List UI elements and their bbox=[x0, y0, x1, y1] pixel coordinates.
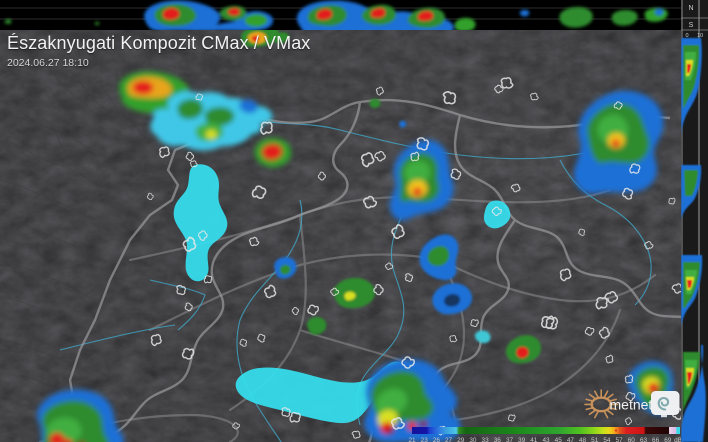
svg-text:21: 21 bbox=[408, 437, 416, 442]
svg-text:43: 43 bbox=[542, 437, 550, 442]
svg-text:54: 54 bbox=[603, 437, 611, 442]
svg-text:45: 45 bbox=[555, 437, 563, 442]
svg-text:33: 33 bbox=[482, 437, 490, 442]
svg-text:29: 29 bbox=[457, 437, 465, 442]
svg-text:66: 66 bbox=[652, 437, 660, 442]
svg-text:47: 47 bbox=[567, 437, 575, 442]
svg-text:S: S bbox=[689, 22, 694, 29]
svg-text:69: 69 bbox=[664, 437, 672, 442]
svg-text:41: 41 bbox=[530, 437, 538, 442]
svg-text:27: 27 bbox=[445, 437, 453, 442]
svg-text:39: 39 bbox=[518, 437, 526, 442]
svg-text:metnet: metnet bbox=[610, 397, 653, 413]
svg-text:N: N bbox=[688, 5, 693, 12]
svg-text:60: 60 bbox=[628, 437, 636, 442]
svg-text:63: 63 bbox=[640, 437, 648, 442]
svg-text:57: 57 bbox=[616, 437, 624, 442]
svg-text:37: 37 bbox=[506, 437, 514, 442]
svg-text:36: 36 bbox=[494, 437, 502, 442]
svg-text:26: 26 bbox=[433, 437, 441, 442]
svg-text:23: 23 bbox=[421, 437, 429, 442]
svg-text:51: 51 bbox=[591, 437, 599, 442]
svg-text:48: 48 bbox=[579, 437, 587, 442]
svg-text:30: 30 bbox=[469, 437, 477, 442]
